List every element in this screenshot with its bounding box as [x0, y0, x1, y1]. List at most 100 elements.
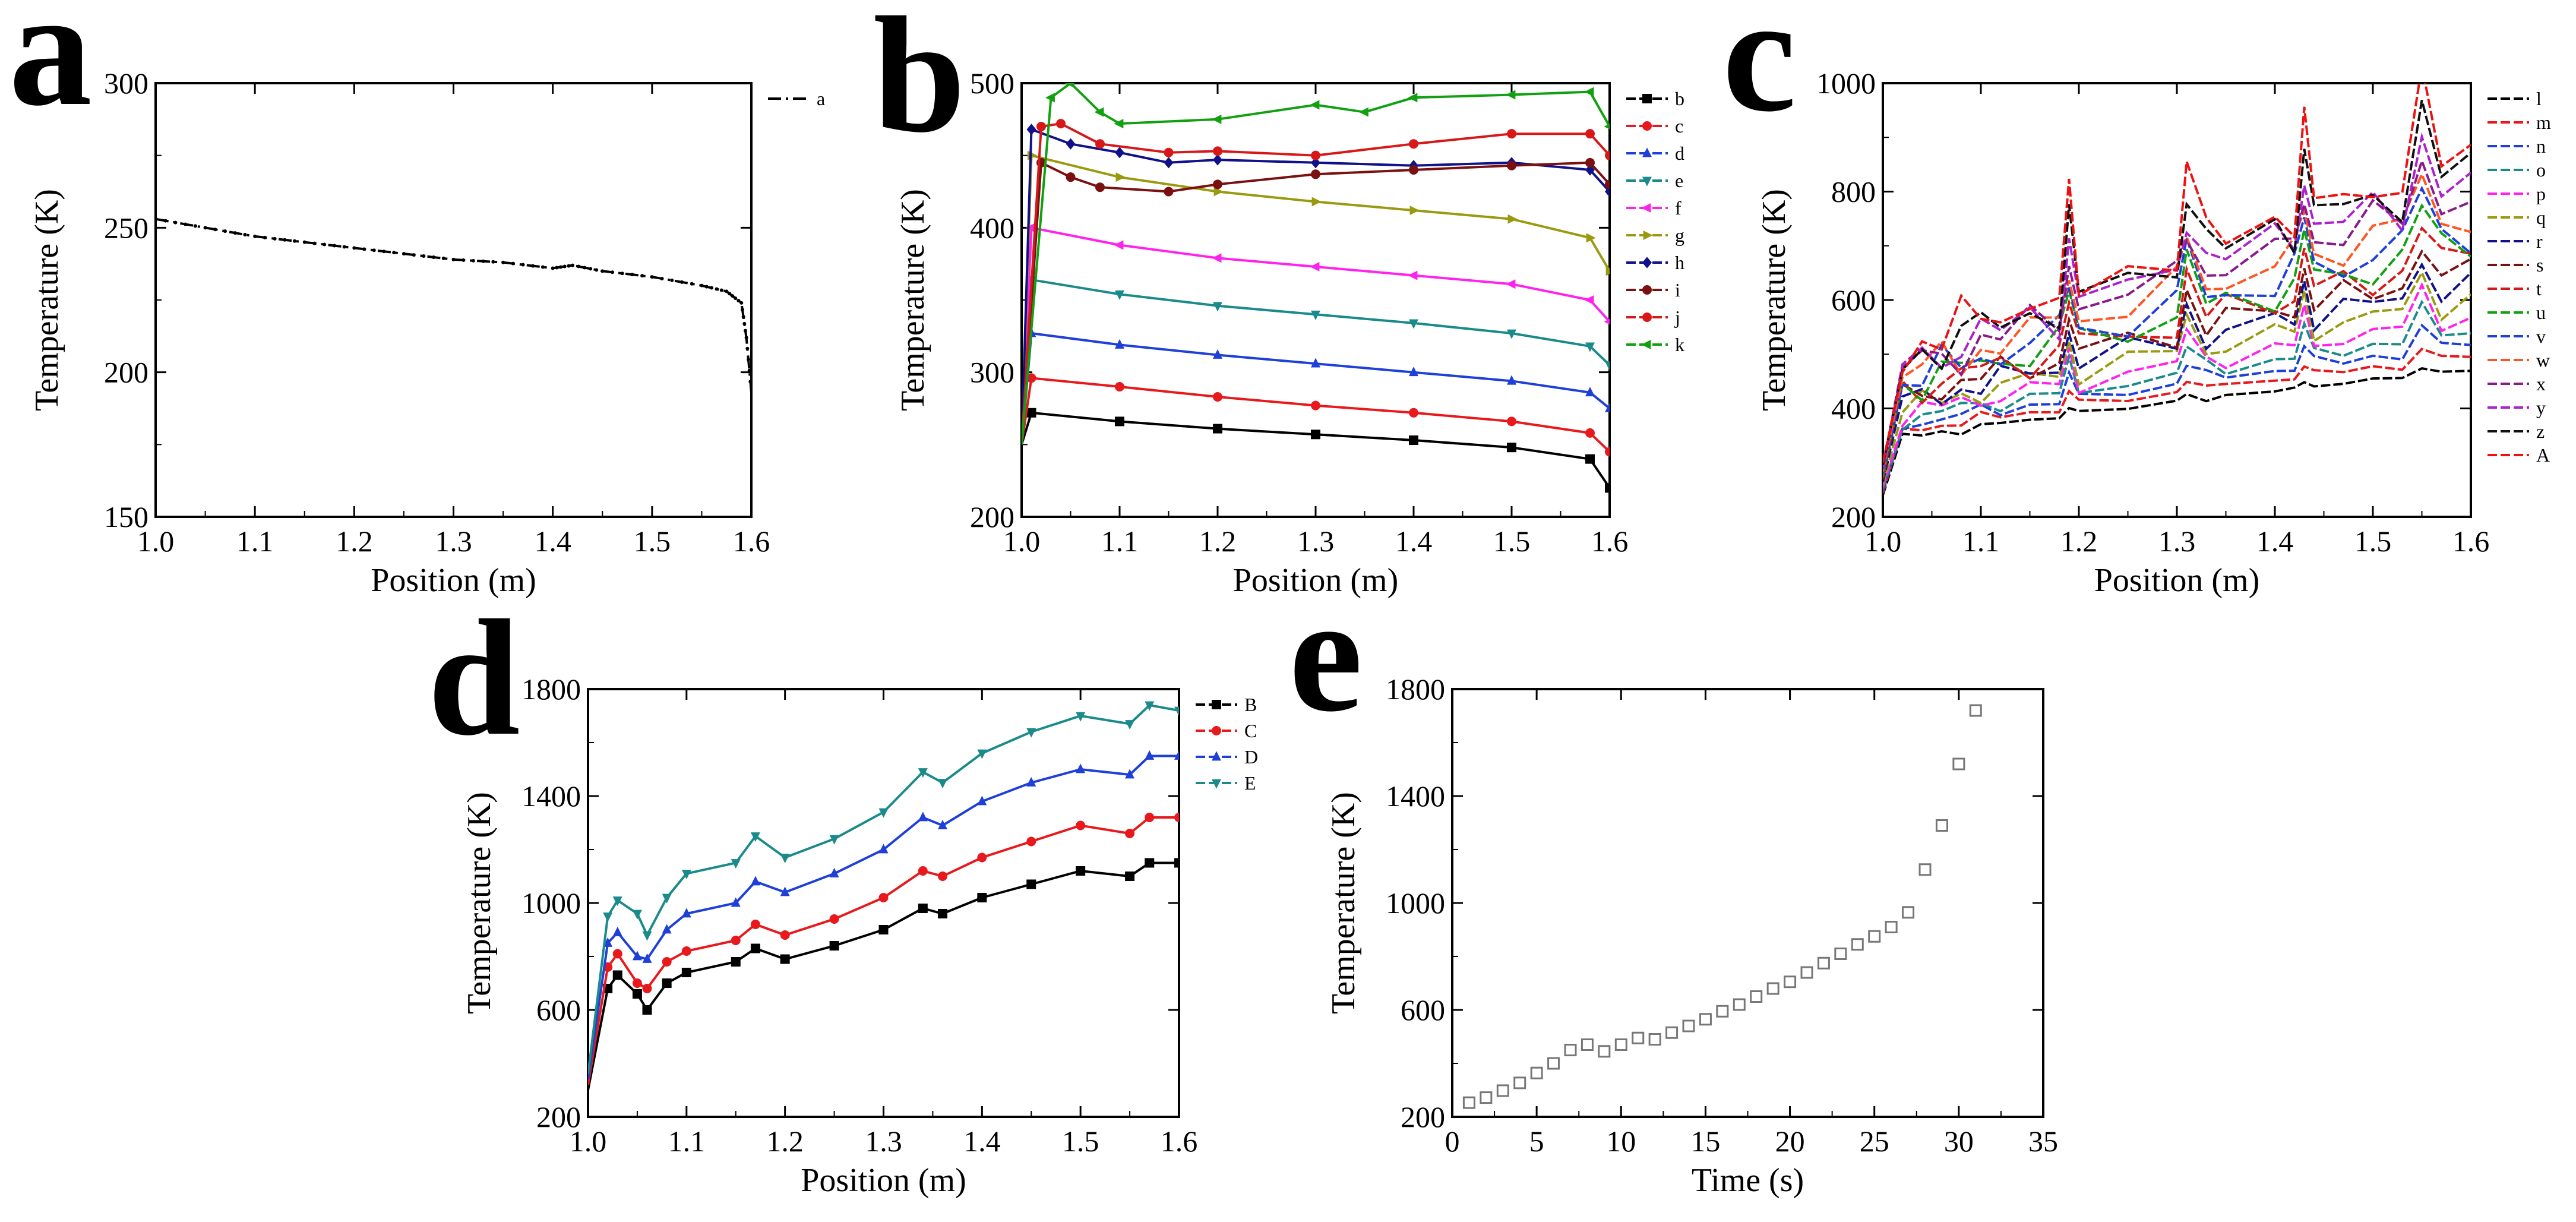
series-line-p: [1883, 282, 2471, 487]
marker: [1604, 318, 1610, 325]
series-line-l: [1883, 367, 2471, 496]
marker: [1213, 349, 1222, 359]
marker: [610, 270, 614, 274]
marker: [681, 968, 691, 977]
plot-frame: [1020, 82, 1611, 518]
marker: [603, 912, 613, 923]
marker: [878, 893, 889, 902]
marker: [1026, 408, 1036, 418]
marker: [1642, 121, 1652, 131]
marker: [253, 234, 257, 238]
legend-label: a: [817, 88, 825, 109]
series-line-v: [1883, 185, 2471, 474]
marker: [918, 904, 928, 913]
marker: [938, 819, 947, 829]
x-tick-label: 1.4: [534, 525, 571, 558]
plot-area: [1883, 83, 2471, 496]
marker: [1066, 138, 1076, 150]
legend-label: n: [2536, 135, 2546, 157]
marker: [829, 914, 839, 924]
marker: [1507, 129, 1516, 139]
plot-area: [1462, 704, 1982, 1109]
plot-frame: [154, 82, 753, 518]
marker: [1145, 858, 1155, 868]
marker: [1311, 157, 1320, 169]
marker: [725, 289, 729, 293]
marker: [1115, 382, 1124, 391]
marker: [1056, 119, 1066, 129]
marker: [501, 260, 505, 264]
marker: [1506, 279, 1516, 289]
series-line-n: [1883, 323, 2471, 491]
data-point: [1834, 948, 1847, 960]
panel-letter: a: [9, 0, 92, 140]
marker: [704, 285, 709, 289]
marker: [1213, 392, 1222, 402]
marker: [1605, 447, 1610, 457]
series-line-C: [588, 816, 1179, 1085]
marker: [323, 242, 327, 247]
x-tick-label: 5: [1529, 1125, 1544, 1158]
y-tick-label: 400: [970, 211, 1014, 244]
data-point: [1750, 990, 1763, 1003]
series-line-c: [1022, 377, 1610, 453]
y-tick-label: 1400: [521, 779, 581, 813]
marker: [1605, 402, 1610, 412]
data-point: [1564, 1044, 1577, 1056]
marker: [1585, 454, 1595, 464]
x-tick-label: 1.0: [137, 525, 175, 558]
y-tick-label: 300: [970, 356, 1014, 389]
series-line-D: [588, 754, 1179, 1080]
marker: [1642, 176, 1652, 187]
marker: [1311, 197, 1322, 207]
marker: [780, 930, 790, 940]
legend-label: c: [1675, 115, 1683, 137]
x-tick-label: 15: [1690, 1125, 1720, 1158]
data-point: [1885, 921, 1898, 933]
marker: [750, 943, 760, 953]
marker: [1310, 262, 1320, 272]
marker: [1125, 720, 1135, 730]
marker: [273, 236, 277, 241]
marker: [1076, 866, 1086, 876]
chart-panel-e: e 0 5 10 15 20 25 30 35 200 600 1000 1400 1800 Time (s…: [1289, 561, 2058, 1199]
marker: [662, 957, 672, 967]
x-tick-label: 25: [1860, 1125, 1889, 1158]
marker: [731, 957, 741, 967]
x-axis-title: Position (m): [1233, 562, 1398, 599]
marker: [612, 926, 622, 936]
marker: [977, 852, 987, 863]
x-tick-label: 1.1: [668, 1125, 706, 1158]
marker: [1586, 233, 1596, 243]
legend-label: y: [2536, 397, 2546, 418]
marker: [1605, 266, 1610, 276]
marker: [531, 264, 535, 268]
marker: [1174, 813, 1179, 822]
marker: [918, 811, 928, 822]
marker: [1507, 443, 1516, 453]
series-line-a: [156, 217, 751, 393]
marker: [1164, 147, 1174, 157]
marker: [1311, 430, 1320, 440]
panel-letter: c: [1722, 0, 1796, 146]
series-line-A: [1883, 83, 2471, 463]
legend-label: s: [2536, 254, 2543, 276]
marker: [1076, 820, 1086, 831]
y-tick-label: 600: [536, 993, 581, 1027]
marker: [555, 266, 559, 270]
marker: [1409, 139, 1418, 149]
x-tick-label: 20: [1775, 1125, 1805, 1158]
marker: [1115, 339, 1124, 349]
marker: [1604, 124, 1610, 130]
legend-label: l: [2536, 88, 2542, 109]
marker: [662, 924, 672, 934]
data-point: [1682, 1019, 1695, 1032]
data-point: [1632, 1031, 1645, 1044]
marker: [571, 263, 575, 267]
marker: [1026, 776, 1036, 787]
marker: [1115, 416, 1124, 427]
marker: [1025, 223, 1035, 233]
marker: [481, 259, 485, 263]
marker: [213, 228, 217, 232]
data-point: [1581, 1038, 1594, 1051]
